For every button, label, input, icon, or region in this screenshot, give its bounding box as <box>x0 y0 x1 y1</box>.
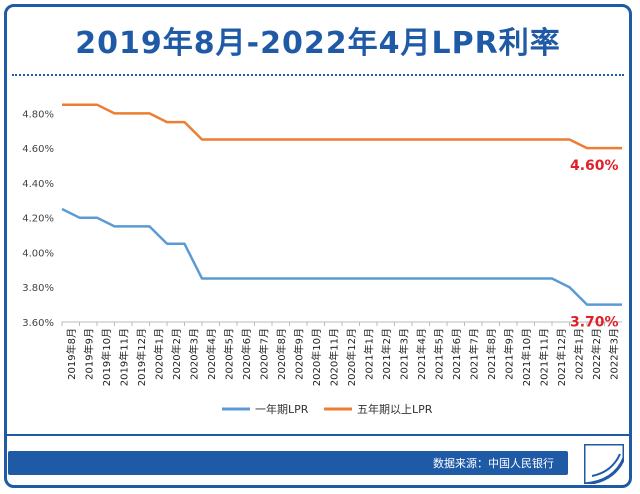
x-tick-label: 2022年3月 <box>607 328 620 380</box>
page-curl-decoration <box>584 444 624 484</box>
y-tick-label: 4.40% <box>22 179 54 190</box>
x-tick-label: 2020年5月 <box>222 328 235 380</box>
y-tick-label: 3.80% <box>22 283 54 294</box>
x-tick-label: 2021年4月 <box>415 328 428 380</box>
five-year-end-label: 4.60% <box>570 158 619 174</box>
y-tick-label: 4.60% <box>22 144 54 155</box>
x-tick-label: 2021年2月 <box>380 328 393 380</box>
y-tick-label: 3.60% <box>22 318 54 329</box>
x-tick-label: 2019年8月 <box>65 328 78 380</box>
x-axis: 2019年8月 2019年9月 2019年10月 2019年11月 2019年12月 20… <box>61 321 622 386</box>
footer-divider <box>7 434 629 446</box>
end-labels: 3.70% 4.60% <box>570 158 619 330</box>
x-tick-label: 2020年11月 <box>327 328 340 386</box>
x-tick-label: 2020年1月 <box>152 328 165 380</box>
x-tick-label: 2019年12月 <box>135 328 148 386</box>
x-tick-label: 2021年10月 <box>520 328 533 386</box>
x-tick-label: 2021年11月 <box>537 328 550 386</box>
x-tick-label: 2020年3月 <box>187 328 200 380</box>
x-tick-label: 2022年1月 <box>572 328 585 380</box>
y-tick-label: 4.00% <box>22 248 54 259</box>
x-tick-label: 2021年12月 <box>555 328 568 386</box>
y-tick-label: 4.20% <box>22 214 54 225</box>
legend-label: 一年期LPR <box>255 402 309 416</box>
y-tick-label: 4.80% <box>22 109 54 120</box>
x-tick-label: 2019年10月 <box>100 328 113 386</box>
x-tick-label: 2020年2月 <box>170 328 183 380</box>
x-tick-label: 2021年6月 <box>450 328 463 380</box>
x-tick-label: 2020年10月 <box>310 328 323 386</box>
x-tick-label: 2021年1月 <box>362 328 375 380</box>
legend-item-one-year: 一年期LPR <box>222 402 309 416</box>
title-divider <box>12 74 624 76</box>
series-line-one-year <box>61 207 622 306</box>
x-tick-label: 2021年8月 <box>485 328 498 380</box>
x-tick-label: 2020年12月 <box>345 328 358 386</box>
x-tick-label: 2020年9月 <box>292 328 305 380</box>
legend: 一年期LPR 五年期以上LPR <box>222 402 433 416</box>
one-year-end-label: 3.70% <box>570 315 619 331</box>
legend-label: 五年期以上LPR <box>357 402 433 416</box>
x-tick-label: 2022年2月 <box>590 328 603 380</box>
source-text: 数据来源：中国人民银行 <box>433 457 554 470</box>
x-tick-label: 2020年4月 <box>205 328 218 380</box>
x-tick-label: 2021年3月 <box>397 328 410 380</box>
x-tick-label: 2019年9月 <box>82 328 95 380</box>
page-title: 2019年8月-2022年4月LPR利率 <box>75 26 561 61</box>
x-tick-label: 2020年7月 <box>257 328 270 380</box>
source-bar: 数据来源：中国人民银行 <box>8 451 568 475</box>
x-tick-label: 2020年8月 <box>275 328 288 380</box>
x-tick-label: 2021年7月 <box>467 328 480 380</box>
title-bar: 2019年8月-2022年4月LPR利率 <box>7 7 629 73</box>
series-line-five-year <box>62 103 622 150</box>
x-tick-label: 2021年5月 <box>432 328 445 380</box>
legend-item-five-year: 五年期以上LPR <box>324 402 433 416</box>
infographic-frame <box>4 4 632 488</box>
x-tick-label: 2019年11月 <box>117 328 130 386</box>
x-tick-label: 2020年6月 <box>240 328 253 380</box>
series-layer <box>61 103 622 306</box>
y-axis: 3.60% 3.80% 4.00% 4.20% 4.40% 4.60% 4.80% <box>22 109 54 329</box>
x-tick-label: 2021年9月 <box>502 328 515 380</box>
